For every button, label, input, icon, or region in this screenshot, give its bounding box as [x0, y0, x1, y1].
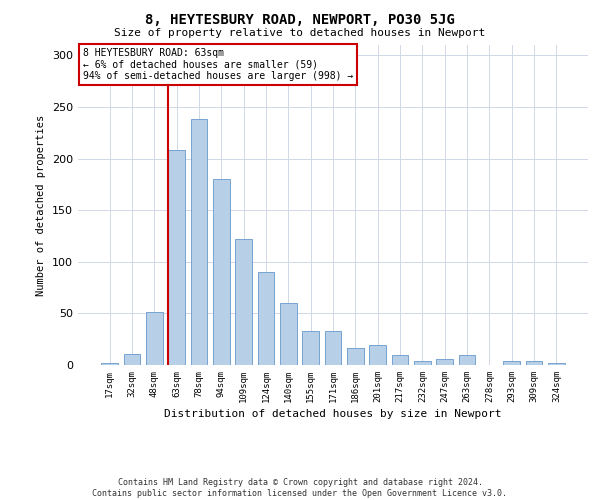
Bar — [124, 354, 140, 365]
Bar — [347, 348, 364, 365]
Bar — [526, 361, 542, 365]
Bar — [458, 354, 475, 365]
Bar — [370, 346, 386, 365]
Bar — [548, 363, 565, 365]
Bar — [414, 361, 431, 365]
X-axis label: Distribution of detached houses by size in Newport: Distribution of detached houses by size … — [164, 409, 502, 419]
Bar — [191, 120, 208, 365]
Bar — [436, 359, 453, 365]
Text: Size of property relative to detached houses in Newport: Size of property relative to detached ho… — [115, 28, 485, 38]
Text: Contains HM Land Registry data © Crown copyright and database right 2024.
Contai: Contains HM Land Registry data © Crown c… — [92, 478, 508, 498]
Bar — [213, 179, 230, 365]
Bar — [257, 272, 274, 365]
Y-axis label: Number of detached properties: Number of detached properties — [37, 114, 46, 296]
Text: 8 HEYTESBURY ROAD: 63sqm
← 6% of detached houses are smaller (59)
94% of semi-de: 8 HEYTESBURY ROAD: 63sqm ← 6% of detache… — [83, 48, 353, 82]
Text: 8, HEYTESBURY ROAD, NEWPORT, PO30 5JG: 8, HEYTESBURY ROAD, NEWPORT, PO30 5JG — [145, 12, 455, 26]
Bar — [392, 354, 409, 365]
Bar — [325, 331, 341, 365]
Bar — [235, 239, 252, 365]
Bar — [101, 363, 118, 365]
Bar — [503, 361, 520, 365]
Bar — [146, 312, 163, 365]
Bar — [280, 303, 296, 365]
Bar — [302, 331, 319, 365]
Bar — [168, 150, 185, 365]
